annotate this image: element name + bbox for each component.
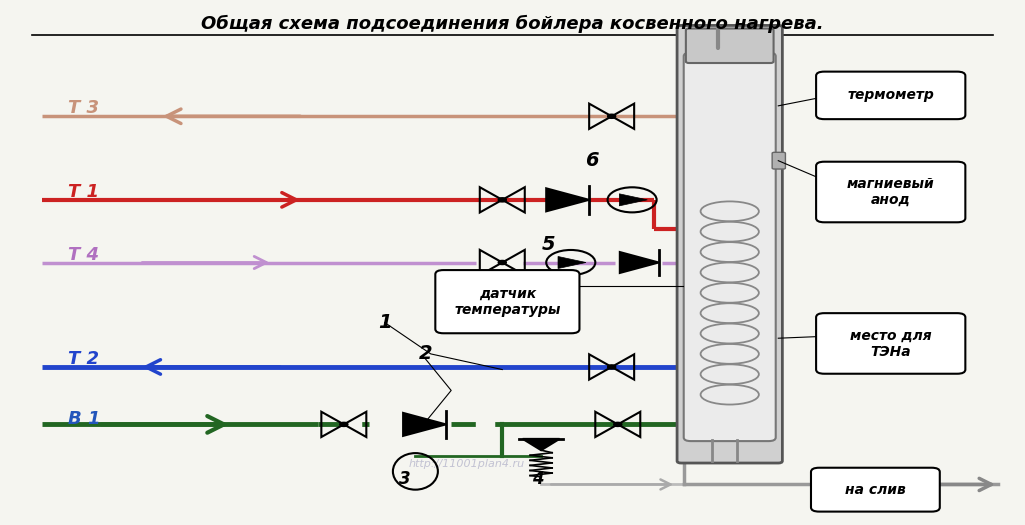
- Polygon shape: [619, 194, 648, 206]
- Text: T 1: T 1: [68, 183, 98, 201]
- Text: 5: 5: [541, 235, 556, 254]
- Text: T 3: T 3: [68, 99, 98, 118]
- Text: Общая схема подсоединения бойлера косвенного нагрева.: Общая схема подсоединения бойлера косвен…: [201, 15, 824, 33]
- FancyBboxPatch shape: [816, 71, 966, 119]
- FancyBboxPatch shape: [684, 52, 776, 441]
- Text: B 1: B 1: [68, 410, 100, 428]
- Text: магниевый
анод: магниевый анод: [847, 177, 935, 207]
- FancyBboxPatch shape: [816, 313, 966, 374]
- Text: 3: 3: [400, 470, 411, 488]
- Text: на слив: на слив: [845, 482, 906, 497]
- FancyBboxPatch shape: [772, 152, 785, 169]
- Polygon shape: [546, 188, 589, 212]
- Text: T 2: T 2: [68, 350, 98, 368]
- Text: 6: 6: [585, 151, 599, 170]
- FancyBboxPatch shape: [678, 25, 782, 463]
- Text: датчик
температуры: датчик температуры: [454, 287, 561, 317]
- Text: место для
ТЭНа: место для ТЭНа: [850, 328, 932, 359]
- FancyBboxPatch shape: [436, 270, 579, 333]
- FancyBboxPatch shape: [816, 162, 966, 222]
- FancyBboxPatch shape: [686, 28, 774, 63]
- Circle shape: [498, 260, 506, 265]
- Circle shape: [835, 482, 844, 487]
- Circle shape: [339, 422, 347, 426]
- Circle shape: [614, 422, 622, 426]
- Polygon shape: [558, 257, 586, 268]
- Text: термометр: термометр: [848, 88, 934, 102]
- Circle shape: [608, 114, 616, 118]
- Text: 4: 4: [532, 470, 544, 488]
- Text: 1: 1: [378, 313, 392, 332]
- Circle shape: [498, 198, 506, 202]
- Text: http://11001plan4.ru: http://11001plan4.ru: [408, 458, 525, 468]
- FancyBboxPatch shape: [811, 468, 940, 511]
- Text: 2: 2: [419, 344, 433, 363]
- Polygon shape: [523, 439, 560, 450]
- Circle shape: [608, 365, 616, 369]
- Polygon shape: [403, 413, 446, 436]
- Polygon shape: [620, 252, 659, 273]
- Text: T 4: T 4: [68, 246, 98, 264]
